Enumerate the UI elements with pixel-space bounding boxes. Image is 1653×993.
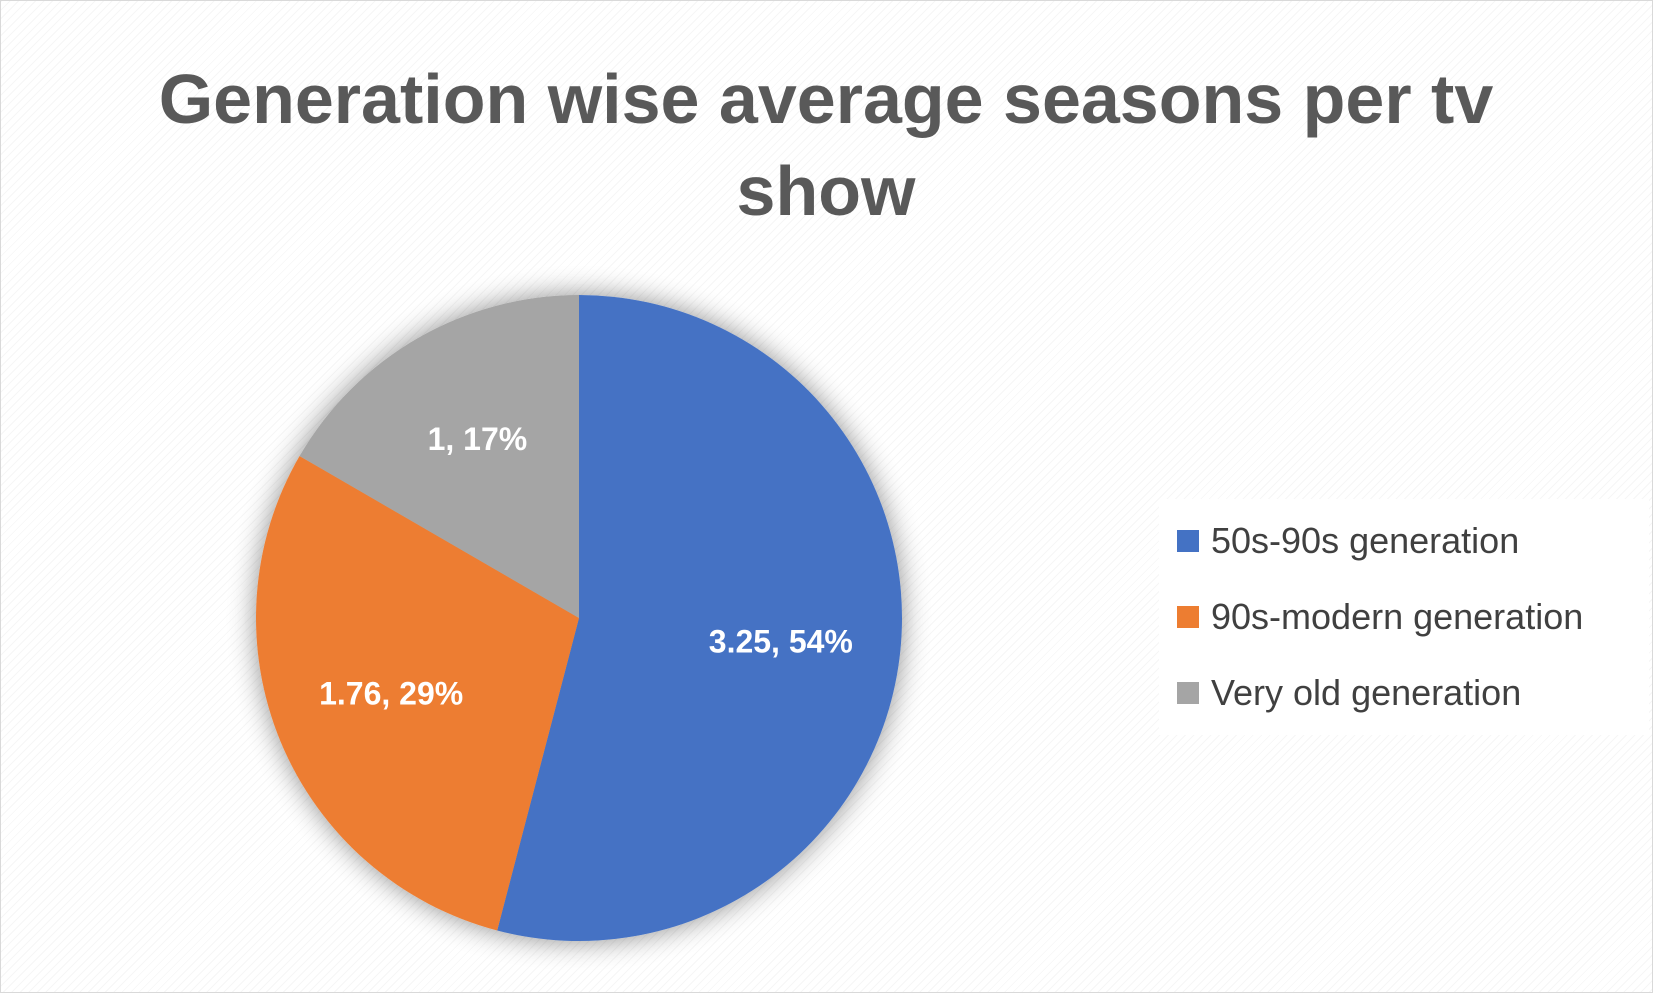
data-label-50s-90s: 3.25, 54%	[709, 623, 853, 659]
legend-item-90s-modern: 90s-modern generation	[1177, 595, 1583, 639]
data-label-90s-modern: 1.76, 29%	[319, 676, 463, 712]
data-label-very-old: 1, 17%	[428, 421, 528, 457]
legend-label: 90s-modern generation	[1211, 596, 1584, 637]
legend-item-50s-90s: 50s-90s generation	[1177, 519, 1519, 563]
pie-slice-50s-90s	[497, 295, 902, 941]
legend-swatch	[1177, 606, 1199, 628]
chart-title: Generation wise average seasons per tv s…	[158, 60, 1494, 230]
legend-item-very-old: Very old generation	[1177, 671, 1521, 715]
legend-swatch	[1177, 530, 1199, 552]
legend-label: 50s-90s generation	[1211, 520, 1520, 561]
legend-swatch	[1177, 682, 1199, 704]
legend-label: Very old generation	[1211, 672, 1522, 713]
legend: 50s-90s generation 90s-modern generation…	[1159, 499, 1649, 735]
pie-slice-very-old	[299, 295, 579, 618]
pie-slice-90s-modern	[255, 456, 579, 931]
